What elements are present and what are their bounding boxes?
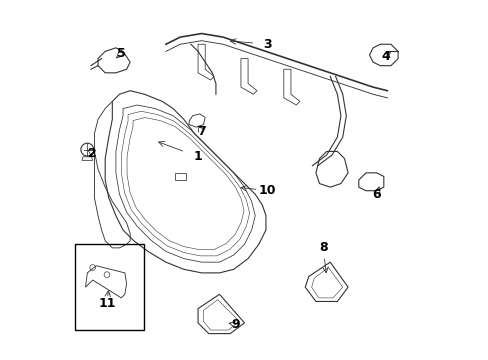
Text: 10: 10	[259, 184, 276, 197]
Text: 6: 6	[371, 188, 380, 201]
Bar	[75, 244, 144, 330]
Text: 8: 8	[318, 241, 327, 255]
Text: 11: 11	[98, 297, 116, 310]
Text: 7: 7	[197, 125, 205, 138]
Text: 4: 4	[381, 50, 389, 63]
Text: 2: 2	[88, 147, 97, 160]
Text: 5: 5	[117, 47, 125, 60]
Text: 9: 9	[231, 318, 240, 331]
Text: 3: 3	[263, 38, 271, 51]
Text: 1: 1	[193, 150, 202, 163]
